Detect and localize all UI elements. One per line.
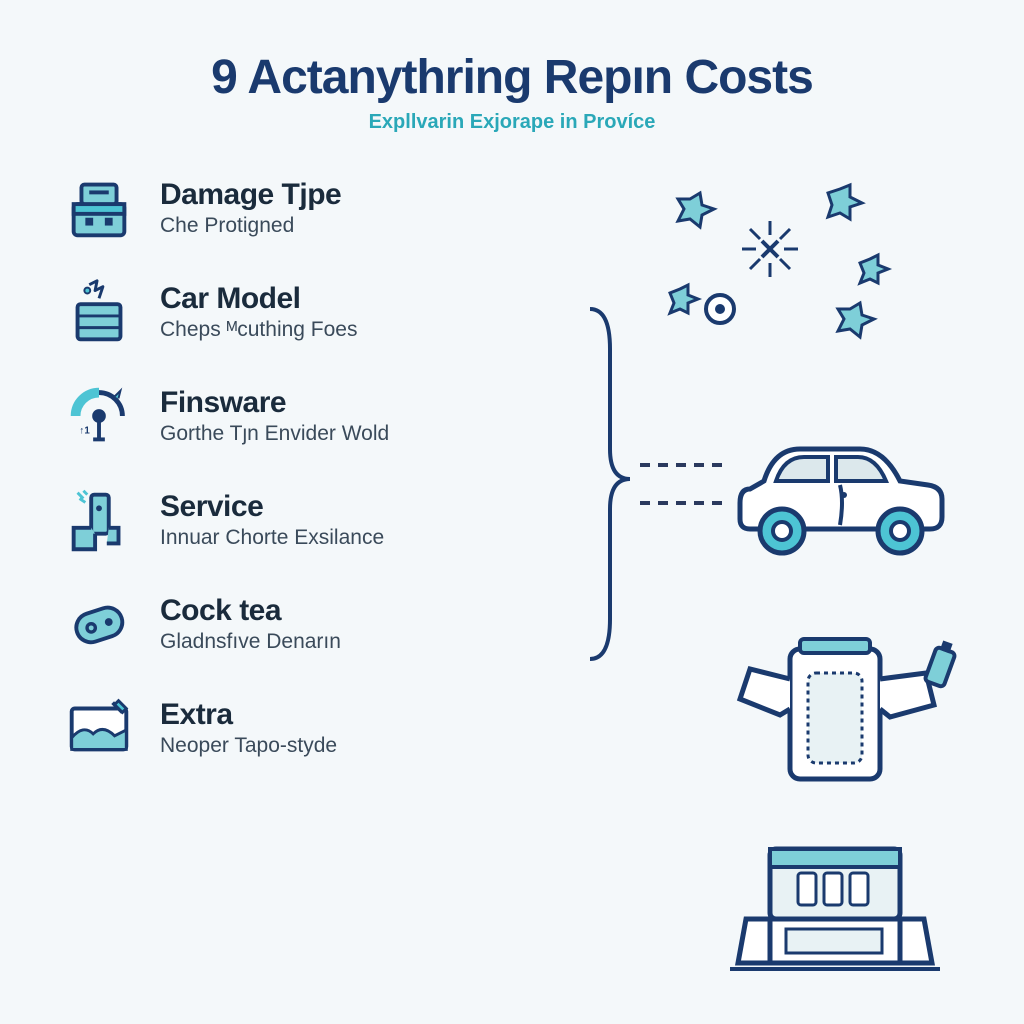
item-text: Extra Neoper Tapo-styde — [160, 698, 550, 758]
item-desc: Cheps ᴹcuthing Foes — [160, 318, 550, 342]
item-title: Car Model — [160, 282, 550, 316]
gauge-icon: ↑1 — [60, 377, 138, 455]
item-text: Service Innuar Chorte Exsilance — [160, 490, 550, 550]
item-desc: Che Protigned — [160, 214, 550, 238]
item-text: Car Model Cheps ᴹcuthing Foes — [160, 282, 550, 342]
item-desc: Gladnsfıve Denarın — [160, 630, 550, 654]
item-title: Damage Tjpe — [160, 178, 550, 212]
header: 9 Actanythring Repın Costs Expllvarin Ex… — [60, 50, 964, 134]
list-item: ↑1 Finsware Gorthe Tȷn Envider Wold — [60, 377, 550, 455]
page-subtitle: Expllvarin Exjorape in Províce — [60, 111, 964, 134]
dashed-lines — [640, 465, 730, 503]
item-text: Finsware Gorthe Tȷn Envider Wold — [160, 386, 550, 446]
list-item: Cock tea Gladnsfıve Denarın — [60, 585, 550, 663]
car-model-icon — [60, 273, 138, 351]
item-text: Cock tea Gladnsfıve Denarın — [160, 594, 550, 654]
item-title: Extra — [160, 698, 550, 732]
list-item: Extra Neoper Tapo-styde — [60, 689, 550, 767]
item-title: Finsware — [160, 386, 550, 420]
machine-icon — [730, 849, 940, 969]
illustration-column — [570, 169, 970, 989]
sparkle-burst-icon — [670, 185, 888, 337]
item-desc: Innuar Chorte Exsilance — [160, 526, 550, 550]
right-illustrations — [570, 169, 970, 989]
parts-box-icon — [740, 639, 956, 779]
brace-connector — [590, 309, 630, 659]
factors-list: Damage Tjpe Che Protigned Car Model Chep… — [60, 169, 550, 989]
list-item: Service Innuar Chorte Exsilance — [60, 481, 550, 559]
car-icon — [740, 449, 942, 553]
item-title: Service — [160, 490, 550, 524]
page-title: 9 Actanythring Repın Costs — [60, 50, 964, 105]
item-text: Damage Tjpe Che Protigned — [160, 178, 550, 238]
svg-text:↑1: ↑1 — [80, 426, 91, 437]
item-desc: Neoper Tapo-styde — [160, 734, 550, 758]
keyfob-icon — [60, 585, 138, 663]
item-title: Cock tea — [160, 594, 550, 628]
item-desc: Gorthe Tȷn Envider Wold — [160, 422, 550, 446]
photo-icon — [60, 689, 138, 767]
list-item: Car Model Cheps ᴹcuthing Foes — [60, 273, 550, 351]
content: Damage Tjpe Che Protigned Car Model Chep… — [60, 169, 964, 989]
list-item: Damage Tjpe Che Protigned — [60, 169, 550, 247]
service-tool-icon — [60, 481, 138, 559]
toolbox-icon — [60, 169, 138, 247]
